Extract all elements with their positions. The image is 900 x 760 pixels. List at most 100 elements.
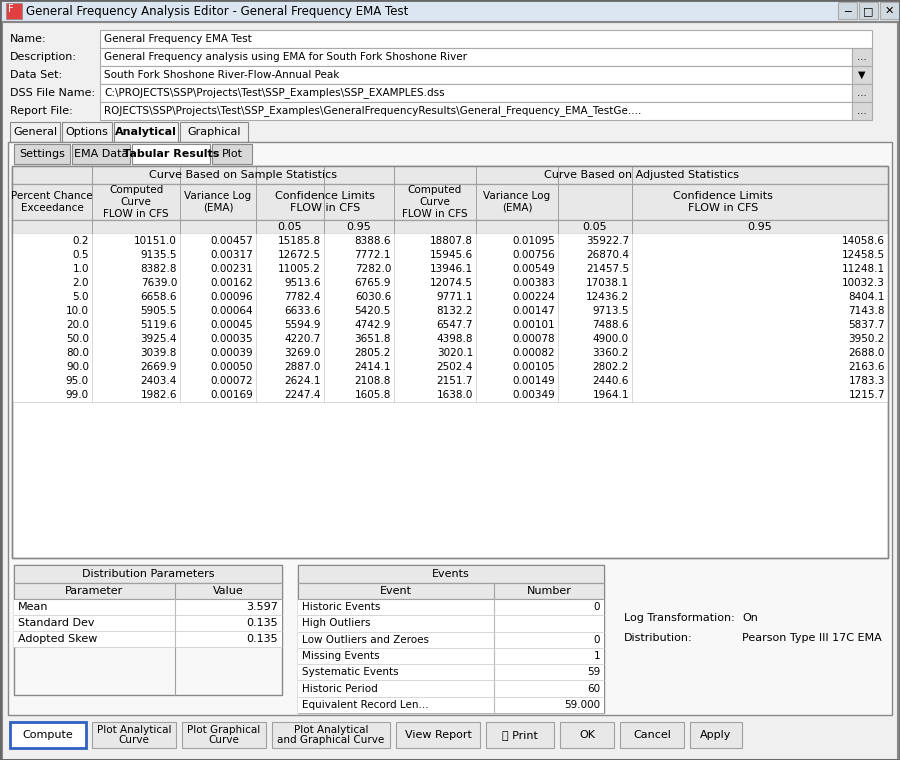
Text: OK: OK [579, 730, 595, 740]
Text: General Frequency analysis using EMA for South Fork Shoshone River: General Frequency analysis using EMA for… [104, 52, 467, 62]
Text: Mean: Mean [18, 602, 49, 612]
Text: 9135.5: 9135.5 [140, 250, 177, 260]
Text: 6030.6: 6030.6 [355, 292, 391, 302]
Bar [100, 48, 852, 66]
Text: 10.0: 10.0 [66, 306, 89, 316]
Text: 0.5: 0.5 [73, 250, 89, 260]
Bar [8, 142, 892, 715]
Bar [12, 184, 888, 220]
Text: Report File:: Report File: [10, 106, 73, 116]
Text: □: □ [863, 6, 873, 16]
Bar [14, 144, 70, 164]
Text: 0.00149: 0.00149 [512, 376, 555, 386]
Bar [12, 166, 888, 184]
Text: Log Transformation:: Log Transformation: [624, 613, 734, 623]
Text: 4398.8: 4398.8 [436, 334, 473, 344]
Text: 7772.1: 7772.1 [355, 250, 391, 260]
Text: 1215.7: 1215.7 [849, 390, 885, 400]
Text: Curve Based on Adjusted Statistics: Curve Based on Adjusted Statistics [544, 170, 739, 180]
Bar [182, 722, 266, 748]
Text: 0.00349: 0.00349 [512, 390, 555, 400]
Text: 4900.0: 4900.0 [593, 334, 629, 344]
Text: 0.00078: 0.00078 [512, 334, 555, 344]
Text: Description:: Description: [10, 52, 77, 62]
Bar [0, 0, 900, 22]
Text: Missing Events: Missing Events [302, 651, 380, 661]
Text: 5594.9: 5594.9 [284, 320, 321, 330]
Text: and Graphical Curve: and Graphical Curve [277, 735, 384, 745]
Bar [852, 102, 872, 120]
Text: 7143.8: 7143.8 [849, 306, 885, 316]
Text: 4742.9: 4742.9 [355, 320, 391, 330]
Bar [212, 144, 252, 164]
Text: 2805.2: 2805.2 [355, 348, 391, 358]
Text: Equivalent Record Len...: Equivalent Record Len... [302, 700, 428, 710]
Text: 9713.5: 9713.5 [592, 306, 629, 316]
Text: Name:: Name: [10, 34, 47, 44]
Text: 5837.7: 5837.7 [849, 320, 885, 330]
Text: 10151.0: 10151.0 [134, 236, 177, 246]
Bar [298, 664, 604, 680]
Text: Plot Analytical: Plot Analytical [97, 725, 171, 735]
Text: 0.00050: 0.00050 [211, 362, 253, 372]
Text: Analytical: Analytical [115, 127, 177, 137]
Text: 2414.1: 2414.1 [355, 362, 391, 372]
Text: Settings: Settings [19, 149, 65, 159]
Text: 1: 1 [593, 651, 600, 661]
Text: Distribution:: Distribution: [624, 633, 693, 643]
Bar [560, 722, 614, 748]
Text: Computed
Curve
FLOW in CFS: Computed Curve FLOW in CFS [104, 185, 169, 219]
Text: 0: 0 [593, 635, 600, 644]
Text: 1638.0: 1638.0 [436, 390, 473, 400]
Text: Plot Graphical: Plot Graphical [187, 725, 261, 735]
Text: ▼: ▼ [859, 70, 866, 80]
Bar [620, 722, 684, 748]
Text: Plot Analytical: Plot Analytical [293, 725, 368, 735]
Bar [12, 304, 888, 318]
Text: 1.0: 1.0 [73, 264, 89, 274]
Bar [10, 722, 86, 748]
Text: Low Outliers and Zeroes: Low Outliers and Zeroes [302, 635, 429, 644]
Text: 0.00147: 0.00147 [512, 306, 555, 316]
Text: 🖨 Print: 🖨 Print [502, 730, 538, 740]
Text: 11005.2: 11005.2 [278, 264, 321, 274]
Text: 2440.6: 2440.6 [592, 376, 629, 386]
Text: General Frequency Analysis Editor - General Frequency EMA Test: General Frequency Analysis Editor - Gene… [26, 5, 409, 17]
Text: 0.01095: 0.01095 [512, 236, 555, 246]
Text: 0.00224: 0.00224 [512, 292, 555, 302]
Text: Confidence Limits
FLOW in CFS: Confidence Limits FLOW in CFS [275, 192, 375, 213]
Text: 5420.5: 5420.5 [355, 306, 391, 316]
Text: Cancel: Cancel [633, 730, 670, 740]
Text: 0.00383: 0.00383 [512, 278, 555, 288]
Text: Curve: Curve [119, 735, 149, 745]
Text: 1964.1: 1964.1 [592, 390, 629, 400]
Text: 0.00045: 0.00045 [211, 320, 253, 330]
Text: 3.597: 3.597 [246, 602, 278, 612]
Text: 8382.8: 8382.8 [140, 264, 177, 274]
Bar [298, 565, 604, 583]
Text: Percent Chance
Exceedance: Percent Chance Exceedance [11, 192, 93, 213]
Text: 8132.2: 8132.2 [436, 306, 473, 316]
Text: 9771.1: 9771.1 [436, 292, 473, 302]
Text: Number: Number [526, 586, 572, 596]
Bar [12, 262, 888, 276]
Text: 2.0: 2.0 [73, 278, 89, 288]
Text: 5119.6: 5119.6 [140, 320, 177, 330]
Text: Events: Events [432, 569, 470, 579]
Bar [852, 84, 872, 102]
Text: 0.00082: 0.00082 [512, 348, 555, 358]
Text: 12458.5: 12458.5 [842, 250, 885, 260]
Text: 1605.8: 1605.8 [355, 390, 391, 400]
Text: Plot: Plot [221, 149, 242, 159]
Text: 0.00317: 0.00317 [211, 250, 253, 260]
Text: 0.00105: 0.00105 [512, 362, 555, 372]
Text: 0.00101: 0.00101 [512, 320, 555, 330]
Bar [100, 30, 872, 48]
Bar [12, 374, 888, 388]
Bar [298, 648, 604, 664]
Text: C:\PROJECTS\SSP\Projects\Test\SSP_Examples\SSP_EXAMPLES.dss: C:\PROJECTS\SSP\Projects\Test\SSP_Exampl… [104, 87, 445, 99]
Bar [14, 631, 282, 647]
Text: 15185.8: 15185.8 [278, 236, 321, 246]
Text: 5.0: 5.0 [73, 292, 89, 302]
Bar [852, 48, 872, 66]
